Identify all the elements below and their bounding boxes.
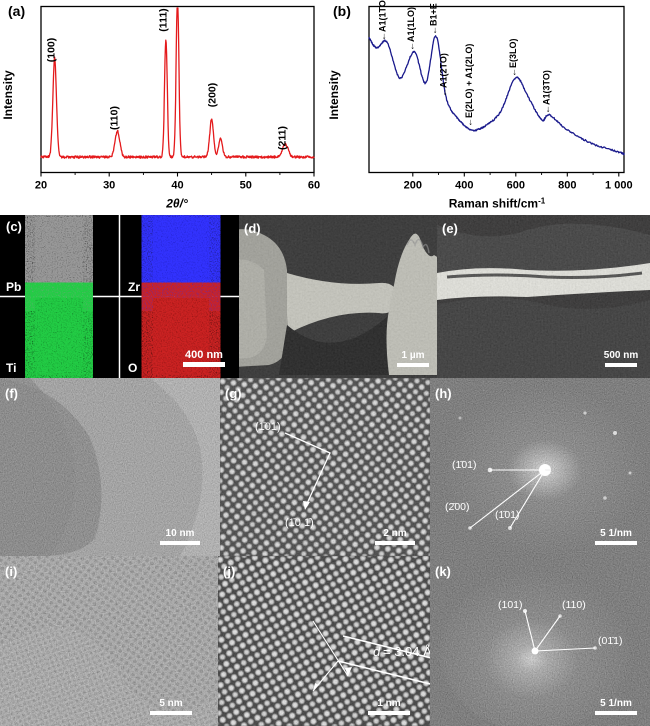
svg-text:(i): (i): [5, 564, 17, 579]
svg-text:(j): (j): [223, 564, 235, 579]
svg-text:←A1(1LO): ←A1(1LO): [406, 7, 416, 51]
svg-text:600: 600: [507, 180, 525, 192]
svg-text:(e): (e): [442, 221, 458, 236]
svg-text:2θ/°: 2θ/°: [165, 197, 188, 211]
svg-text:5 1/nm: 5 1/nm: [600, 528, 632, 539]
svg-text:2 nm: 2 nm: [383, 528, 406, 539]
svg-text:(1̄01): (1̄01): [495, 509, 520, 521]
svg-text:Zr: Zr: [128, 280, 140, 294]
svg-text:(1̄01): (1̄01): [452, 459, 477, 471]
svg-text:Intensity: Intensity: [327, 70, 341, 120]
svg-text:1 µm: 1 µm: [402, 350, 425, 361]
svg-text:200: 200: [404, 180, 422, 192]
svg-text:d: d: [373, 644, 381, 659]
svg-text:400 nm: 400 nm: [185, 349, 223, 361]
svg-text:50: 50: [240, 180, 252, 192]
svg-text:(1̄01): (1̄01): [255, 421, 281, 433]
svg-text:800: 800: [558, 180, 576, 192]
svg-text:500 nm: 500 nm: [604, 350, 639, 361]
svg-text:20: 20: [35, 180, 47, 192]
svg-text:←A1(2TO): ←A1(2TO): [438, 53, 448, 97]
svg-text:(100): (100): [46, 38, 58, 63]
svg-text:30: 30: [103, 180, 115, 192]
svg-text:Intensity: Intensity: [1, 70, 15, 120]
svg-text:= 3.04 Å: = 3.04 Å: [383, 644, 430, 659]
svg-text:(2̄00): (2̄00): [445, 501, 470, 513]
svg-text:5 nm: 5 nm: [159, 698, 182, 709]
svg-text:←E(2LO) + A1(2LO): ←E(2LO) + A1(2LO): [464, 44, 474, 127]
svg-text:400: 400: [455, 180, 473, 192]
svg-text:(111): (111): [158, 8, 170, 31]
svg-text:(200): (200): [207, 83, 219, 108]
svg-text:10 nm: 10 nm: [166, 528, 195, 539]
svg-text:(c): (c): [6, 219, 22, 234]
svg-text:(f): (f): [5, 386, 18, 401]
svg-text:(a): (a): [8, 3, 25, 19]
svg-text:Raman shift/cm-1: Raman shift/cm-1: [449, 196, 546, 211]
svg-text:(110): (110): [108, 106, 120, 130]
svg-text:1 000: 1 000: [605, 180, 633, 192]
svg-text:←A1(3TO): ←A1(3TO): [541, 70, 551, 114]
svg-text:(g): (g): [225, 386, 242, 401]
svg-text:O: O: [128, 361, 137, 375]
svg-text:(h): (h): [435, 386, 452, 401]
svg-text:Ti: Ti: [6, 361, 16, 375]
svg-text:5 1/nm: 5 1/nm: [600, 698, 632, 709]
svg-text:(1̄0 1̄): (1̄0 1̄): [285, 517, 314, 529]
svg-text:←B1+E: ←B1+E: [429, 3, 439, 35]
svg-text:1 nm: 1 nm: [377, 698, 400, 709]
svg-text:←E(3LO): ←E(3LO): [508, 38, 518, 77]
svg-text:(110): (110): [562, 599, 586, 611]
svg-text:←A1(1TO): ←A1(1TO): [378, 0, 388, 41]
svg-text:(d): (d): [244, 221, 261, 236]
svg-text:(k): (k): [435, 564, 451, 579]
svg-text:60: 60: [308, 180, 320, 192]
svg-text:40: 40: [171, 180, 183, 192]
svg-text:(101): (101): [498, 599, 523, 611]
svg-text:(211): (211): [276, 126, 288, 150]
svg-text:Pb: Pb: [6, 280, 21, 294]
svg-text:(b): (b): [333, 3, 351, 19]
svg-text:(01̄1): (01̄1): [598, 635, 623, 647]
